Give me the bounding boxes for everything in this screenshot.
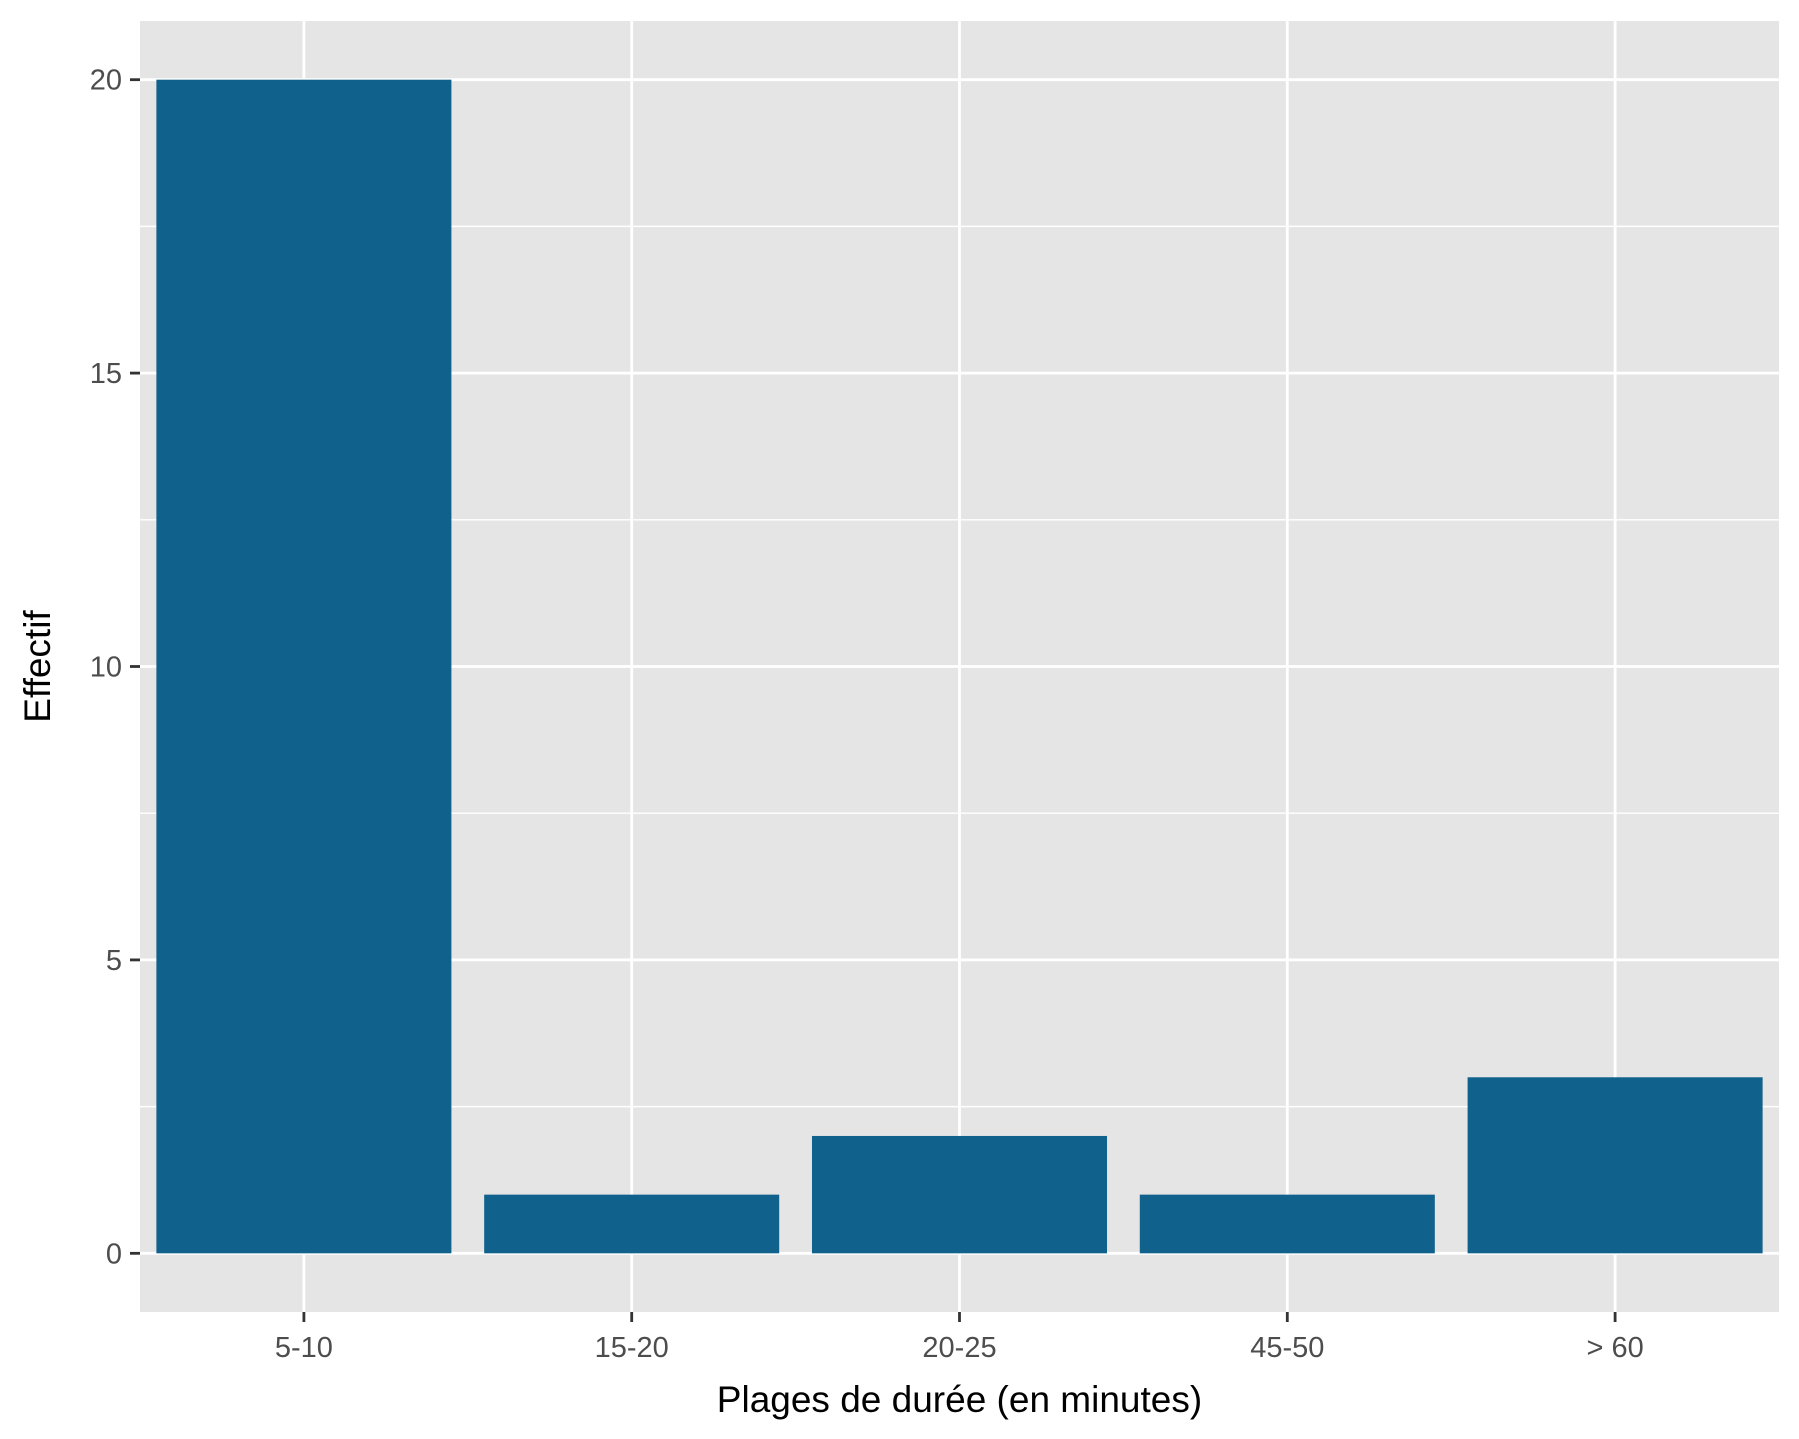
- x-axis-title: Plages de durée (en minutes): [717, 1379, 1202, 1420]
- x-axis: 5-10 15-20 20-25 45-50 > 60: [275, 1312, 1644, 1364]
- x-tick-label: 45-50: [1250, 1332, 1324, 1364]
- y-tick-label: 5: [106, 945, 122, 977]
- x-tick-label: > 60: [1586, 1332, 1643, 1364]
- y-tick-label: 10: [90, 652, 122, 684]
- bars: [156, 79, 1763, 1254]
- bar-45-50: [1139, 1194, 1435, 1254]
- y-tick-label: 15: [90, 358, 122, 390]
- x-tick-label: 20-25: [922, 1332, 996, 1364]
- y-axis: 0 5 10 15 20: [90, 65, 140, 1270]
- y-tick-label: 0: [106, 1238, 122, 1270]
- bar-20-25: [811, 1135, 1108, 1254]
- bar-5-10: [156, 79, 452, 1254]
- bar--60: [1467, 1077, 1763, 1254]
- y-tick-label: 20: [90, 65, 122, 97]
- y-axis-title: Effectif: [17, 610, 58, 723]
- bar-15-20: [484, 1194, 780, 1254]
- x-tick-label: 15-20: [595, 1332, 669, 1364]
- x-tick-label: 5-10: [275, 1332, 333, 1364]
